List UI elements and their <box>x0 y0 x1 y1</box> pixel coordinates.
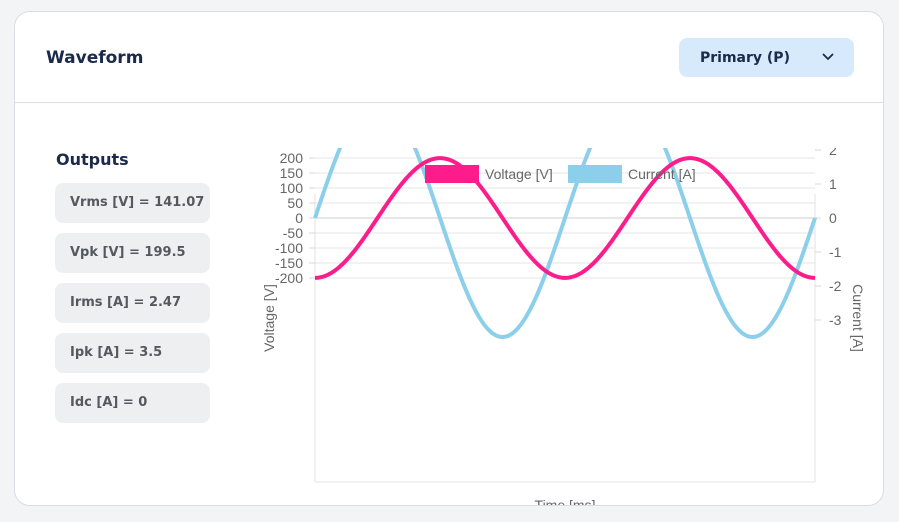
output-ipk: Ipk [A] = 3.5 <box>55 333 210 373</box>
y-tick-label: -100 <box>275 240 303 256</box>
y-tick-label: -200 <box>275 270 303 286</box>
current-line <box>313 148 817 339</box>
legend-label-current: Current [A] <box>628 166 696 182</box>
output-idc: Idc [A] = 0 <box>55 383 210 423</box>
output-irms: Irms [A] = 2.47 <box>55 283 210 323</box>
waveform-card: Waveform Primary (P) Outputs Vrms [V] = … <box>14 11 884 506</box>
y-tick-label: 200 <box>280 150 304 166</box>
legend-label-voltage: Voltage [V] <box>485 166 553 182</box>
y-tick-label: 50 <box>287 195 303 211</box>
winding-select[interactable]: Primary (P) <box>679 38 854 77</box>
waveform-chart: 200150100500-50-100-150-2003210-1-2-3Vol… <box>261 148 866 506</box>
voltage-line <box>314 156 816 280</box>
card-title: Waveform <box>46 48 144 68</box>
chevron-down-icon <box>822 53 834 60</box>
y-tick-label: 100 <box>280 180 304 196</box>
legend-swatch-voltage <box>425 165 479 183</box>
y2-tick-label: -2 <box>829 278 842 294</box>
output-ipk-text: Ipk [A] = 3.5 <box>70 345 163 360</box>
output-vrms-text: Vrms [V] = 141.07 <box>70 195 205 210</box>
y-axis-label: Voltage [V] <box>261 284 277 352</box>
y2-tick-label: 2 <box>829 148 837 158</box>
y2-tick-label: 0 <box>829 210 837 226</box>
y2-tick-label: 1 <box>829 176 837 192</box>
y-tick-label: 150 <box>280 165 304 181</box>
winding-select-value: Primary (P) <box>700 50 790 66</box>
y-tick-label: -50 <box>283 225 303 241</box>
output-vpk-text: Vpk [V] = 199.5 <box>70 245 186 260</box>
output-idc-text: Idc [A] = 0 <box>70 395 148 410</box>
output-vrms: Vrms [V] = 141.07 <box>55 183 210 223</box>
y2-axis-label: Current [A] <box>850 284 866 352</box>
y2-tick-label: -1 <box>829 244 842 260</box>
legend-swatch-current <box>568 165 622 183</box>
output-irms-text: Irms [A] = 2.47 <box>70 295 182 310</box>
card-header: Waveform Primary (P) <box>15 12 883 103</box>
outputs-title: Outputs <box>56 150 129 169</box>
output-vpk: Vpk [V] = 199.5 <box>55 233 210 273</box>
y2-tick-label: -3 <box>829 312 842 328</box>
y-tick-label: 0 <box>295 210 303 226</box>
x-axis-label: Time [ms] <box>535 497 596 506</box>
y-tick-label: -150 <box>275 255 303 271</box>
